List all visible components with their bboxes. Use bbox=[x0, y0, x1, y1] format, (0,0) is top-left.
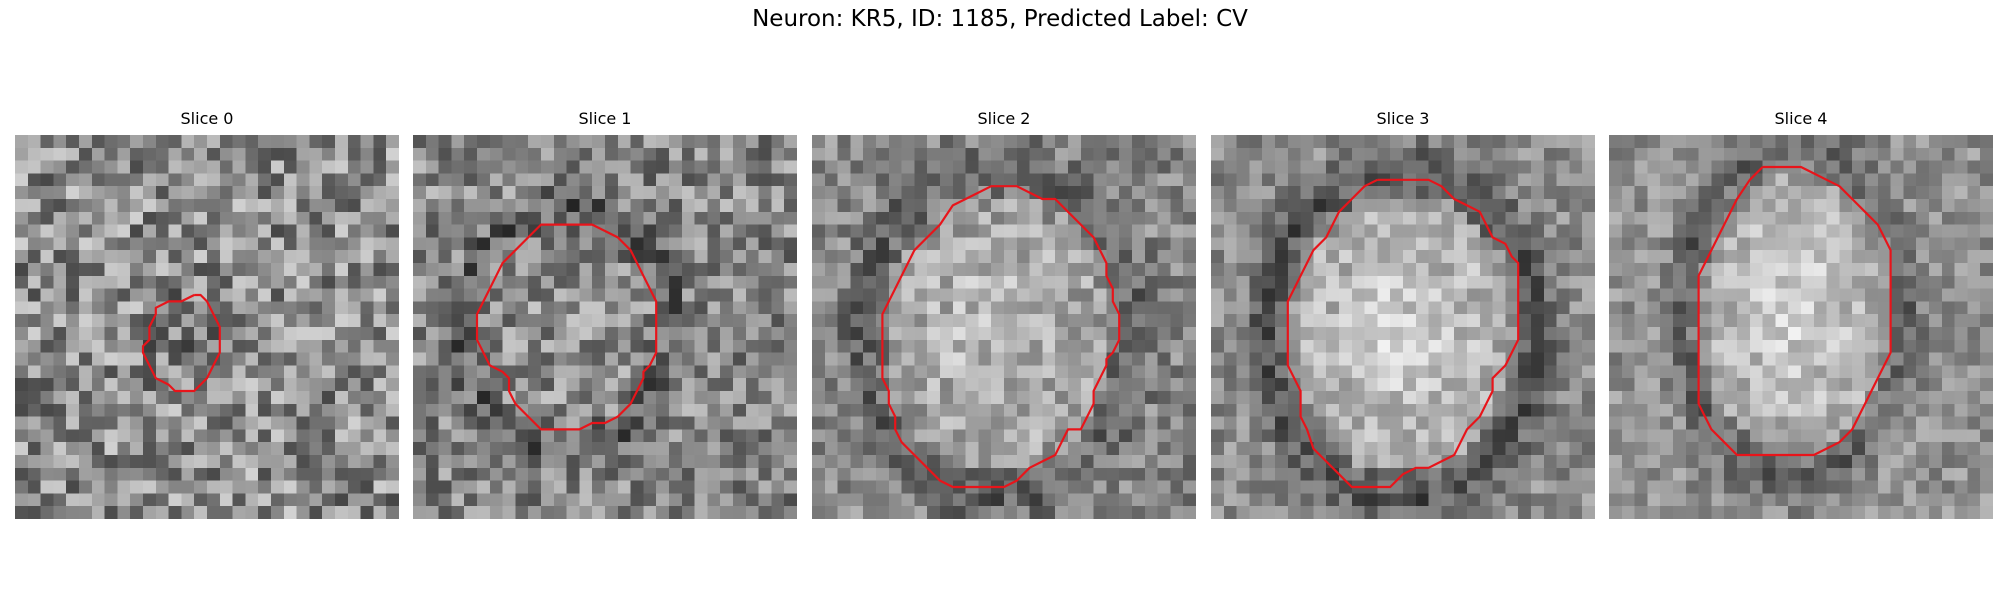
cell-contour bbox=[141, 293, 221, 393]
slice-title: Slice 4 bbox=[1774, 109, 1828, 128]
slice-title: Slice 0 bbox=[180, 109, 234, 128]
noise-pixels bbox=[1211, 135, 1595, 519]
slice-image bbox=[1609, 135, 1993, 519]
cell-contour bbox=[1697, 165, 1892, 457]
slice-image bbox=[812, 135, 1196, 519]
slice-panel-0: Slice 0 bbox=[15, 108, 399, 519]
figure-title: Neuron: KR5, ID: 1185, Predicted Label: … bbox=[752, 6, 1248, 32]
slice-panel-1: Slice 1 bbox=[413, 108, 797, 519]
slice-image bbox=[413, 135, 797, 519]
cell-contour bbox=[475, 223, 658, 431]
slice-panel-4: Slice 4 bbox=[1609, 108, 1993, 519]
slice-panel-2: Slice 2 bbox=[812, 108, 1196, 519]
cell-contour bbox=[881, 185, 1121, 489]
slice-panel-3: Slice 3 bbox=[1211, 108, 1595, 519]
noise-pixels bbox=[1609, 135, 1993, 519]
cell-contour bbox=[1286, 178, 1520, 489]
slice-image bbox=[1211, 135, 1595, 519]
noise-pixels bbox=[413, 135, 797, 519]
noise-pixels bbox=[15, 135, 399, 519]
slice-title: Slice 2 bbox=[977, 109, 1031, 128]
slice-image bbox=[15, 135, 399, 519]
slice-title: Slice 1 bbox=[578, 109, 632, 128]
slice-title: Slice 3 bbox=[1376, 109, 1430, 128]
noise-pixels bbox=[812, 135, 1196, 519]
